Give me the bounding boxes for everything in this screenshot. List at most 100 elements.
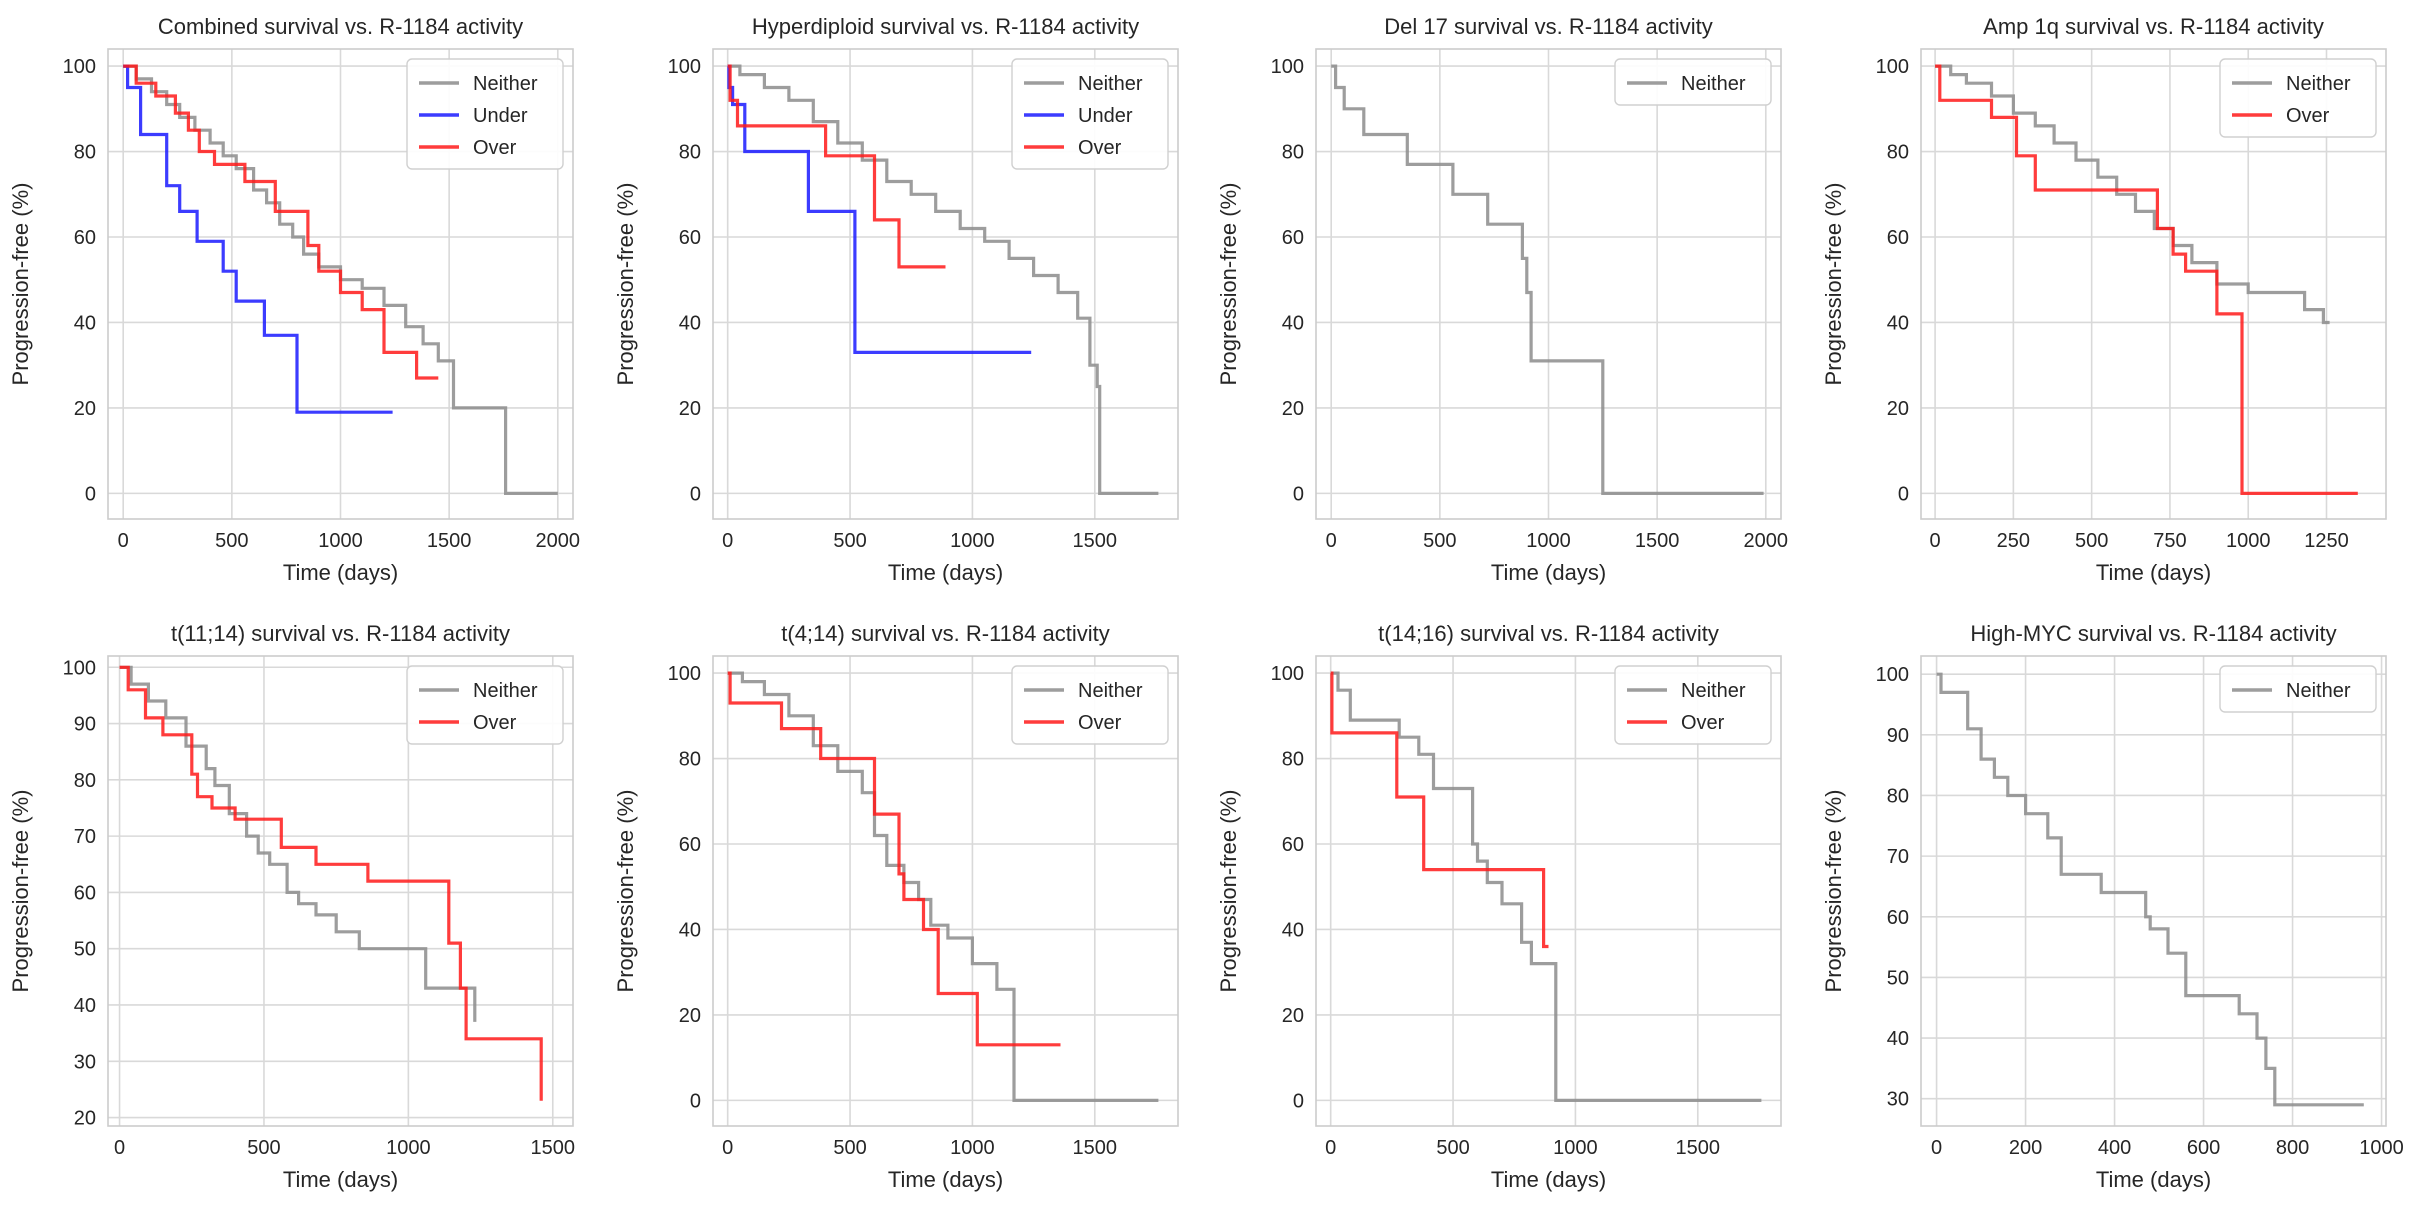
x-tick-label: 1500 — [1073, 1137, 1118, 1159]
y-axis-label: Progression-free (%) — [613, 183, 638, 386]
chart-title: t(4;14) survival vs. R-1184 activity — [781, 621, 1109, 646]
x-tick-label: 0 — [1930, 530, 1941, 552]
plot-frame — [1920, 48, 2387, 520]
y-tick-label: 20 — [1282, 1005, 1304, 1027]
y-tick-label: 60 — [679, 227, 701, 249]
legend-label: Neither — [1681, 680, 1746, 702]
series-line-neither — [1331, 64, 1764, 495]
series-line-neither — [727, 671, 1159, 1102]
x-tick-label: 1500 — [427, 530, 472, 552]
y-tick-label: 90 — [74, 714, 96, 736]
y-tick-label: 100 — [63, 56, 96, 78]
y-axis-label: Progression-free (%) — [1821, 183, 1846, 386]
x-tick-label: 500 — [1436, 1137, 1469, 1159]
x-tick-label: 1000 — [386, 1137, 431, 1159]
y-tick-label: 40 — [679, 919, 701, 941]
chart-title: Combined survival vs. R-1184 activity — [158, 14, 523, 39]
legend-label: Neither — [1078, 680, 1143, 702]
chart-panel: 0 200 400 600 800 1000 30 40 50 60 70 80 90 100 High-M… — [1821, 621, 2404, 1192]
chart-panel: 0 500 1000 1500 20 30 40 50 60 70 80 90 100 t(11;14) … — [8, 621, 575, 1192]
x-tick-label: 0 — [1325, 1137, 1336, 1159]
y-tick-label: 60 — [1887, 907, 1909, 929]
x-tick-label: 0 — [1326, 530, 1337, 552]
y-tick-label: 30 — [1887, 1089, 1909, 1111]
y-tick-label: 60 — [74, 227, 96, 249]
legend-box — [2219, 58, 2377, 138]
y-tick-label: 80 — [1282, 142, 1304, 164]
y-axis-label: Progression-free (%) — [1821, 790, 1846, 993]
x-tick-label: 1500 — [1676, 1137, 1721, 1159]
y-tick-label: 40 — [1887, 1028, 1909, 1050]
x-tick-label: 600 — [2187, 1137, 2220, 1159]
y-tick-label: 50 — [1887, 967, 1909, 989]
x-axis-label: Time (days) — [283, 560, 398, 585]
y-axis-label: Progression-free (%) — [8, 790, 33, 993]
y-tick-label: 0 — [1293, 1090, 1304, 1112]
y-tick-label: 20 — [1282, 398, 1304, 420]
y-tick-label: 100 — [668, 663, 701, 685]
y-axis-label: Progression-free (%) — [1216, 183, 1241, 386]
x-tick-label: 200 — [2009, 1137, 2042, 1159]
chart-title: High-MYC survival vs. R-1184 activity — [1970, 621, 2336, 646]
y-axis-label: Progression-free (%) — [613, 790, 638, 993]
y-tick-label: 100 — [668, 56, 701, 78]
y-tick-label: 60 — [1282, 834, 1304, 856]
plot-frame — [1315, 48, 1782, 520]
series-line-over — [119, 665, 543, 1101]
x-tick-label: 1000 — [2226, 530, 2271, 552]
y-tick-label: 20 — [74, 398, 96, 420]
y-tick-label: 100 — [1271, 56, 1304, 78]
legend-box — [406, 58, 564, 170]
x-axis-label: Time (days) — [888, 1167, 1003, 1192]
series-line-over — [1330, 671, 1549, 949]
x-tick-label: 1000 — [950, 530, 995, 552]
y-tick-label: 0 — [690, 483, 701, 505]
legend-label: Neither — [1681, 73, 1746, 95]
chart-title: t(14;16) survival vs. R-1184 activity — [1378, 621, 1719, 646]
y-tick-label: 80 — [679, 749, 701, 771]
y-tick-label: 60 — [1282, 227, 1304, 249]
plot-frame — [107, 48, 574, 520]
legend-label: Neither — [473, 680, 538, 702]
x-tick-label: 1500 — [1635, 530, 1680, 552]
legend-label: Under — [473, 105, 528, 127]
y-axis-label: Progression-free (%) — [1216, 790, 1241, 993]
x-tick-label: 500 — [247, 1137, 280, 1159]
x-tick-label: 500 — [2075, 530, 2108, 552]
y-tick-label: 40 — [1282, 919, 1304, 941]
y-tick-label: 60 — [1887, 227, 1909, 249]
x-tick-label: 1500 — [1073, 530, 1118, 552]
y-tick-label: 60 — [74, 882, 96, 904]
y-tick-label: 100 — [1876, 664, 1909, 686]
chart-panel: 0 500 1000 1500 0 20 40 60 80 100 t(4;14) survival… — [613, 621, 1179, 1192]
y-tick-label: 80 — [1282, 749, 1304, 771]
legend-label: Over — [1078, 137, 1122, 159]
series-line-neither — [123, 64, 558, 495]
y-tick-label: 30 — [74, 1051, 96, 1073]
x-tick-label: 1000 — [1526, 530, 1571, 552]
x-tick-label: 1500 — [531, 1137, 576, 1159]
x-tick-label: 500 — [833, 530, 866, 552]
y-tick-label: 90 — [1887, 725, 1909, 747]
series-line-over — [727, 64, 946, 269]
y-tick-label: 100 — [1876, 56, 1909, 78]
series-line-under — [123, 64, 393, 414]
x-tick-label: 1000 — [1553, 1137, 1598, 1159]
legend-label: Under — [1078, 105, 1133, 127]
y-tick-label: 40 — [74, 995, 96, 1017]
y-tick-label: 40 — [1887, 312, 1909, 334]
y-tick-label: 40 — [679, 312, 701, 334]
series-line-neither — [1935, 64, 2330, 325]
legend-label: Neither — [1078, 73, 1143, 95]
x-tick-label: 2000 — [1744, 530, 1789, 552]
x-tick-label: 750 — [2153, 530, 2186, 552]
y-tick-label: 50 — [74, 939, 96, 961]
y-tick-label: 40 — [74, 312, 96, 334]
series-line-neither — [727, 64, 1159, 495]
x-tick-label: 400 — [2098, 1137, 2131, 1159]
chart-panel: 0 500 1000 1500 0 20 40 60 80 100 Hyperdiploid sur… — [613, 14, 1179, 585]
y-axis-label: Progression-free (%) — [8, 183, 33, 386]
series-line-neither — [1330, 671, 1762, 1102]
x-tick-label: 0 — [1931, 1137, 1942, 1159]
